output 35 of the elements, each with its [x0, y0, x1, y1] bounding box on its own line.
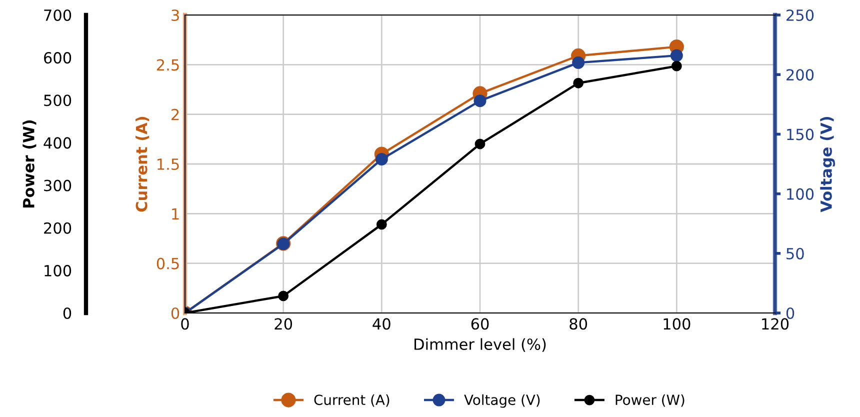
- x-tick-label: 40: [372, 318, 390, 330]
- y2-tick-label: 100: [787, 188, 814, 200]
- y3-tick-label: 500: [44, 94, 72, 106]
- x-tick-label: 0: [181, 318, 189, 330]
- y-tick-label: 0.5: [156, 258, 179, 270]
- x-tick-label: 100: [664, 318, 690, 330]
- y-tick-label: 3: [172, 9, 179, 22]
- y2-axis-title: Voltage (V): [820, 116, 836, 212]
- y2-tick-label: 150: [787, 128, 814, 140]
- y2-tick-label: 200: [786, 69, 814, 81]
- y3-tick-label: 400: [44, 137, 72, 149]
- y-tick-label: 1: [172, 208, 179, 220]
- legend-label: Current (A): [314, 394, 390, 407]
- legend-label: Power (W): [616, 394, 684, 407]
- y-axis-title: Current (A): [136, 116, 150, 212]
- y3-tick-label: 300: [44, 180, 72, 192]
- y3-tick-label: 100: [44, 264, 72, 276]
- y3-tick-label: 600: [44, 52, 72, 64]
- x-tick-label: 20: [274, 318, 292, 330]
- x-tick-label: 80: [570, 318, 588, 330]
- y3-axis-title: Power (W): [22, 120, 36, 208]
- y2-tick-label: 50: [786, 248, 804, 260]
- y3-tick-label: 0: [63, 307, 72, 320]
- y2-tick-label: 250: [786, 9, 814, 22]
- y3-tick-label: 700: [44, 9, 72, 22]
- y2-tick-label: 0: [786, 307, 794, 320]
- y-tick-label: 0: [171, 307, 180, 320]
- y-tick-label: 2: [172, 108, 179, 120]
- x-axis-title: Dimmer level (%): [414, 338, 546, 352]
- y-tick-label: 1.5: [158, 158, 179, 170]
- y-tick-label: 2.5: [156, 59, 179, 71]
- x-tick-label: 60: [471, 318, 489, 330]
- y3-tick-label: 200: [44, 222, 72, 234]
- legend-label: Voltage (V): [464, 394, 540, 408]
- x-tick-label: 120: [762, 318, 789, 330]
